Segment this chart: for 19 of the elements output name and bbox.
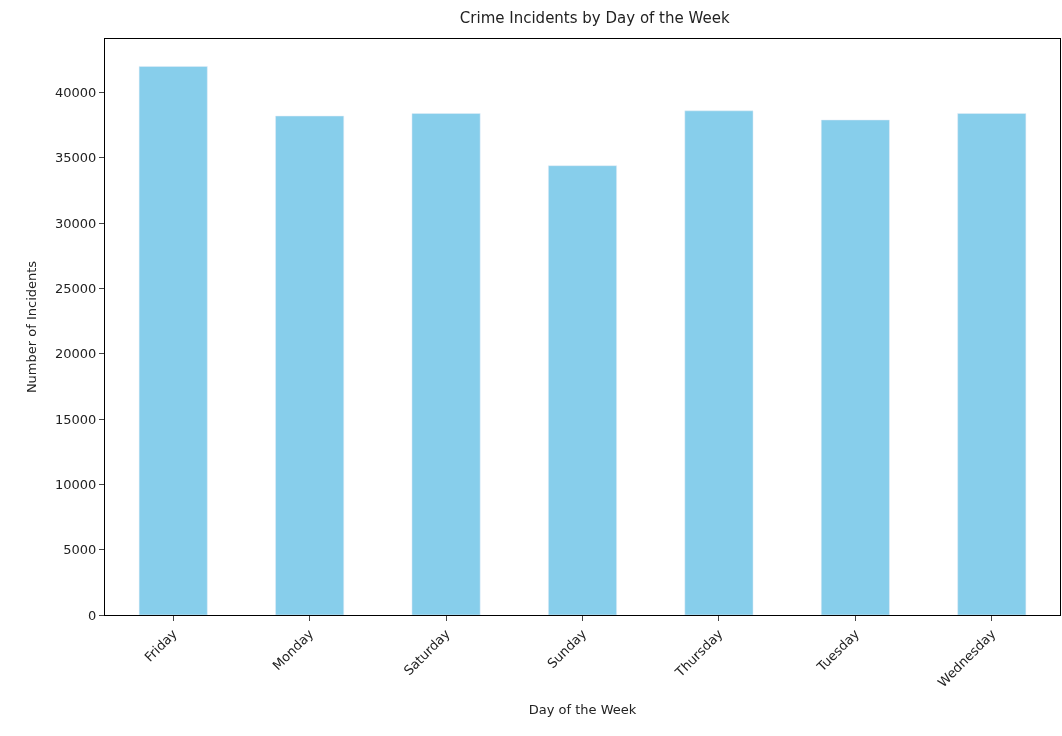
- bar: [821, 119, 890, 615]
- x-axis-title: Day of the Week: [528, 701, 637, 717]
- y-tick-label: 5000: [63, 542, 97, 558]
- y-tick-label: 10000: [55, 476, 97, 492]
- bar: [548, 165, 617, 615]
- y-tick-label: 20000: [55, 346, 97, 362]
- y-axis-title: Number of Incidents: [23, 260, 39, 394]
- bar: [411, 113, 481, 615]
- y-tick-label: 15000: [55, 411, 97, 427]
- y-tick-label: 40000: [55, 85, 97, 101]
- bar: [957, 113, 1027, 615]
- bar: [138, 66, 208, 615]
- y-tick-label: 25000: [55, 281, 97, 297]
- y-tick-label: 35000: [55, 150, 97, 166]
- y-tick-label: 30000: [55, 215, 97, 231]
- chart-title: Crime Incidents by Day of the Week: [459, 8, 730, 27]
- bar: [275, 115, 344, 615]
- y-tick-label: 0: [88, 607, 97, 623]
- bar: [684, 110, 754, 615]
